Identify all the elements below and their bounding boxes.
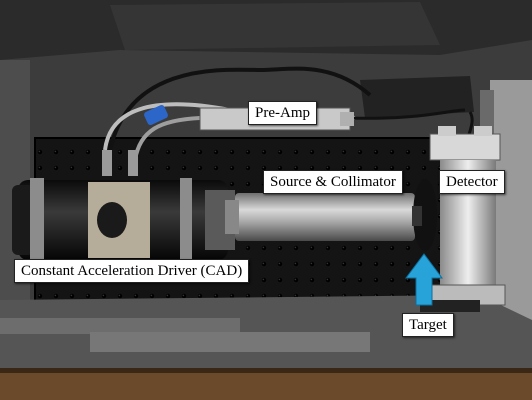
label-pre-amp: Pre-Amp bbox=[248, 101, 317, 125]
label-detector: Detector bbox=[439, 170, 505, 194]
label-cad: Constant Acceleration Driver (CAD) bbox=[14, 259, 250, 283]
detector-top-plate bbox=[429, 133, 501, 161]
target-holder bbox=[413, 179, 437, 251]
blue-connector bbox=[144, 104, 168, 126]
label-source-collimator: Source & Collimator bbox=[263, 170, 403, 194]
collimator-cylinder bbox=[235, 193, 415, 241]
label-target: Target bbox=[402, 313, 454, 337]
cable-black bbox=[108, 66, 372, 151]
foam-pad bbox=[360, 76, 474, 118]
arrow-up-icon bbox=[405, 253, 443, 306]
wood-base bbox=[0, 370, 532, 400]
